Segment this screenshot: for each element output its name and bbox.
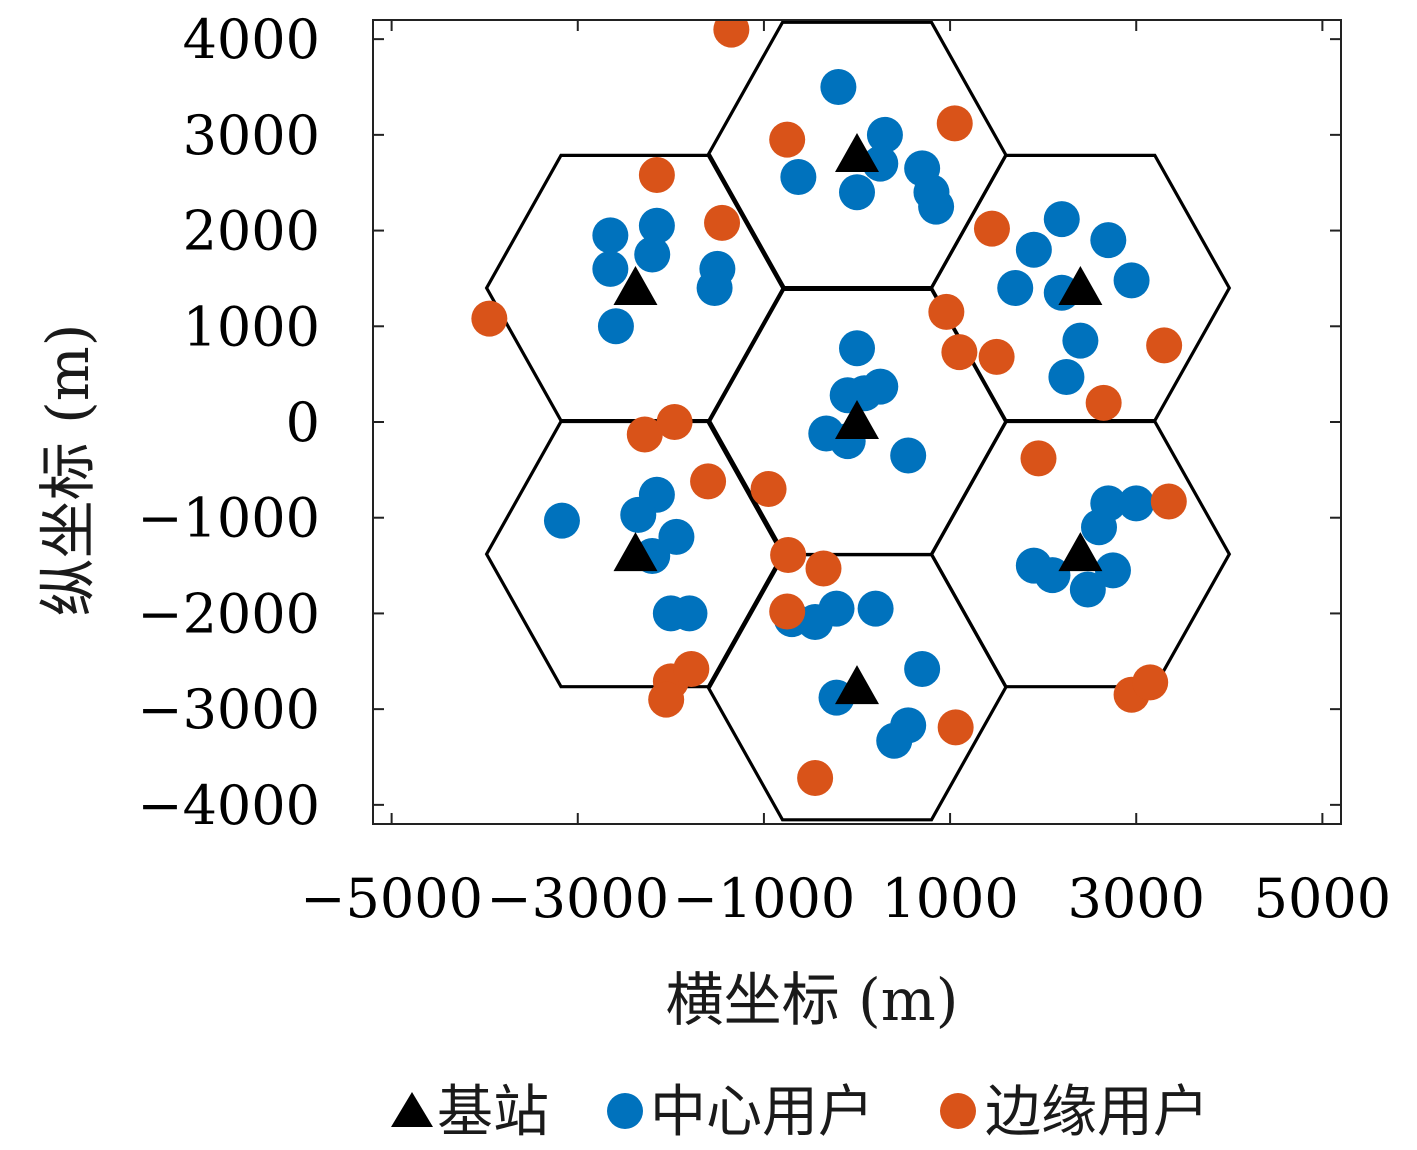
x-tick-label-0: −5000 xyxy=(300,867,483,930)
base-station-point-2 xyxy=(1058,266,1103,305)
center-user-point-38 xyxy=(1118,485,1155,522)
edge-user-point-12 xyxy=(626,416,663,453)
center-user-point-14 xyxy=(597,308,634,345)
center-user-point-16 xyxy=(1015,231,1052,268)
center-user-point-43 xyxy=(1069,571,1106,608)
center-user-point-33 xyxy=(658,518,695,555)
edge-user-point-6 xyxy=(973,210,1010,247)
center-user-point-31 xyxy=(620,496,657,533)
center-user-point-29 xyxy=(890,437,927,474)
base-station-point-0 xyxy=(835,132,879,172)
edge-user-point-8 xyxy=(941,334,978,371)
center-user-point-7 xyxy=(918,188,955,225)
edge-user-point-23 xyxy=(648,681,685,718)
center-user-point-47 xyxy=(857,590,894,627)
edge-user-point-9 xyxy=(978,338,1015,375)
edge-user-point-25 xyxy=(1132,664,1169,701)
center-user-point-1 xyxy=(866,116,903,153)
legend-edge-user-label: 边缘用户 xyxy=(985,1080,1209,1145)
y-tick-label-7: −3000 xyxy=(137,678,320,741)
edge-user-point-26 xyxy=(937,709,974,746)
center-user-point-3 xyxy=(839,174,875,211)
legend-base-station-label: 基站 xyxy=(437,1080,549,1145)
x-tick-label-4: 3000 xyxy=(1068,867,1205,930)
edge-user-point-27 xyxy=(797,760,834,797)
x-tick-label-2: −1000 xyxy=(673,867,856,930)
center-user-point-17 xyxy=(1090,222,1127,259)
edge-user-point-0 xyxy=(713,20,750,48)
axis-ticks: −5000 −3000 −1000 1000 3000 50004000300020001… xyxy=(137,8,1391,930)
legend: 基站 中心用户 边缘用户 xyxy=(391,1080,1209,1145)
edge-user-point-3 xyxy=(638,157,675,194)
center-user-point-15 xyxy=(1043,201,1080,238)
base-station-markers xyxy=(613,132,1103,705)
edge-user-point-2 xyxy=(936,105,973,142)
edge-user-point-16 xyxy=(1020,440,1057,477)
y-tick-label-3: 1000 xyxy=(183,295,320,358)
edge-user-point-17 xyxy=(1150,483,1187,520)
y-tick-label-1: 3000 xyxy=(183,104,320,167)
center-user-point-39 xyxy=(1081,509,1117,546)
edge-user-point-13 xyxy=(656,404,693,440)
edge-user-point-7 xyxy=(928,293,965,330)
legend-center-user-label: 中心用户 xyxy=(650,1080,874,1145)
y-axis-title: 纵坐标 (m) xyxy=(34,324,102,617)
center-user-point-10 xyxy=(634,236,671,273)
base-station-point-3 xyxy=(835,400,879,439)
base-station-point-4 xyxy=(613,532,658,572)
legend-edge-user-marker xyxy=(940,1093,976,1129)
cell-hexagon-6 xyxy=(706,552,1008,822)
x-tick-label-5: 5000 xyxy=(1254,867,1391,930)
center-user-point-48 xyxy=(904,650,941,687)
user-markers xyxy=(471,20,1187,797)
center-user-point-26 xyxy=(846,375,883,412)
center-user-point-8 xyxy=(592,217,629,254)
edge-user-point-15 xyxy=(750,471,787,507)
y-tick-label-6: −2000 xyxy=(137,582,320,645)
legend-center-user-marker xyxy=(607,1093,643,1129)
center-user-point-2 xyxy=(862,145,899,182)
y-tick-label-2: 2000 xyxy=(183,200,320,263)
center-user-point-32 xyxy=(543,502,580,539)
center-user-point-4 xyxy=(780,158,817,195)
center-user-point-0 xyxy=(820,69,857,105)
y-tick-label-5: −1000 xyxy=(137,487,320,550)
center-user-point-11 xyxy=(592,250,629,287)
edge-user-point-20 xyxy=(769,593,806,630)
center-user-point-18 xyxy=(1113,262,1150,299)
y-tick-label-4: 0 xyxy=(286,391,320,454)
edge-user-point-10 xyxy=(1146,327,1183,364)
center-user-point-21 xyxy=(1062,322,1099,359)
edge-user-point-5 xyxy=(471,300,508,337)
edge-user-point-14 xyxy=(690,463,727,500)
y-tick-label-0: 4000 xyxy=(183,8,320,71)
base-station-point-1 xyxy=(613,266,658,305)
edge-user-point-11 xyxy=(1085,384,1122,421)
x-tick-label-3: 1000 xyxy=(881,867,1018,930)
y-tick-label-8: −4000 xyxy=(137,774,320,837)
center-user-point-9 xyxy=(638,207,675,244)
base-station-point-6 xyxy=(835,665,879,705)
x-tick-label-1: −3000 xyxy=(486,867,669,930)
center-user-point-13 xyxy=(696,270,733,306)
base-station-point-5 xyxy=(1058,532,1103,572)
center-user-point-23 xyxy=(839,330,875,367)
edge-user-point-22 xyxy=(673,650,710,687)
edge-user-point-19 xyxy=(805,550,842,587)
center-user-point-36 xyxy=(671,595,708,632)
center-user-point-46 xyxy=(818,590,855,627)
edge-user-point-18 xyxy=(770,537,807,574)
center-user-point-42 xyxy=(1094,552,1131,589)
center-user-point-19 xyxy=(997,270,1034,306)
center-user-point-51 xyxy=(876,722,913,759)
x-axis-title: 横坐标 (m) xyxy=(666,966,959,1034)
center-user-point-22 xyxy=(1048,359,1085,396)
edge-user-point-1 xyxy=(769,121,806,158)
edge-user-point-4 xyxy=(704,204,741,241)
legend-base-station-marker xyxy=(391,1092,433,1127)
